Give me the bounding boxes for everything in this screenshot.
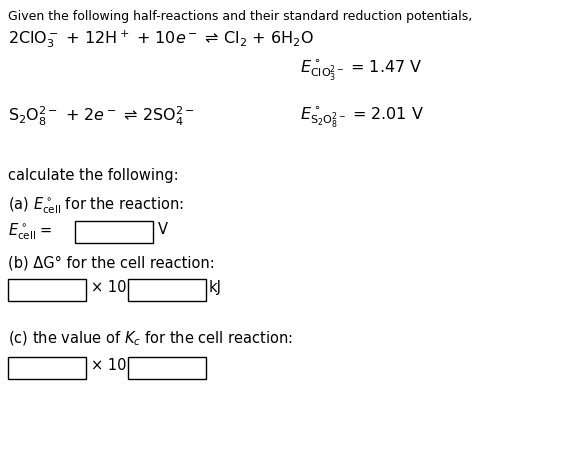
Text: × 10: × 10 [91,357,126,372]
FancyBboxPatch shape [8,279,86,301]
Text: $E^\circ_{\mathrm{S_2O_8^{2-}}}$ = 2.01 V: $E^\circ_{\mathrm{S_2O_8^{2-}}}$ = 2.01 … [300,105,424,130]
Text: kJ: kJ [209,279,222,295]
Text: V: V [158,221,168,236]
Text: 2ClO$_3^-$ + 12H$^+$ + 10$e^-$ ⇌ Cl$_2$ + 6H$_2$O: 2ClO$_3^-$ + 12H$^+$ + 10$e^-$ ⇌ Cl$_2$ … [8,28,314,50]
Text: Given the following half-reactions and their standard reduction potentials,: Given the following half-reactions and t… [8,10,472,23]
Text: (c) the value of $K_c$ for the cell reaction:: (c) the value of $K_c$ for the cell reac… [8,329,293,348]
FancyBboxPatch shape [8,357,86,379]
Text: $E^\circ_{\mathrm{cell}}$ =: $E^\circ_{\mathrm{cell}}$ = [8,221,53,242]
FancyBboxPatch shape [75,221,153,244]
Text: $E^\circ_{\mathrm{ClO_3^{2-}}}$ = 1.47 V: $E^\circ_{\mathrm{ClO_3^{2-}}}$ = 1.47 V [300,58,422,83]
Text: × 10: × 10 [91,279,126,295]
FancyBboxPatch shape [128,279,206,301]
Text: (a) $E^\circ_{\mathrm{cell}}$ for the reaction:: (a) $E^\circ_{\mathrm{cell}}$ for the re… [8,196,183,216]
Text: S$_2$O$_8^{2-}$ + 2$e^-$ ⇌ 2SO$_4^{2-}$: S$_2$O$_8^{2-}$ + 2$e^-$ ⇌ 2SO$_4^{2-}$ [8,105,195,128]
Text: calculate the following:: calculate the following: [8,168,178,183]
FancyBboxPatch shape [128,357,206,379]
Text: (b) ΔG° for the cell reaction:: (b) ΔG° for the cell reaction: [8,255,215,271]
